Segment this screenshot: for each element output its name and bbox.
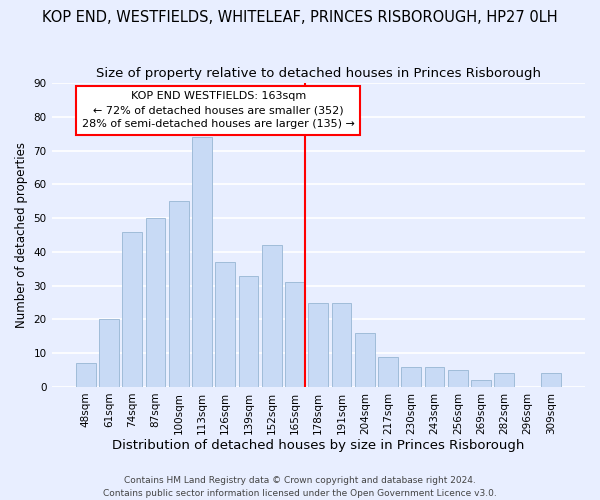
Bar xyxy=(471,380,491,387)
Bar xyxy=(99,320,119,387)
Text: KOP END WESTFIELDS: 163sqm
← 72% of detached houses are smaller (352)
28% of sem: KOP END WESTFIELDS: 163sqm ← 72% of deta… xyxy=(82,92,355,130)
Bar xyxy=(169,201,188,387)
Bar xyxy=(285,282,305,387)
X-axis label: Distribution of detached houses by size in Princes Risborough: Distribution of detached houses by size … xyxy=(112,440,524,452)
Bar xyxy=(76,364,95,387)
Bar xyxy=(192,137,212,387)
Bar xyxy=(215,262,235,387)
Bar xyxy=(378,356,398,387)
Bar xyxy=(541,374,561,387)
Bar xyxy=(308,302,328,387)
Bar xyxy=(448,370,468,387)
Y-axis label: Number of detached properties: Number of detached properties xyxy=(15,142,28,328)
Bar xyxy=(401,366,421,387)
Bar xyxy=(332,302,352,387)
Bar xyxy=(122,232,142,387)
Bar xyxy=(146,218,166,387)
Text: Contains HM Land Registry data © Crown copyright and database right 2024.
Contai: Contains HM Land Registry data © Crown c… xyxy=(103,476,497,498)
Bar xyxy=(239,276,259,387)
Bar xyxy=(262,245,281,387)
Bar xyxy=(425,366,445,387)
Bar xyxy=(494,374,514,387)
Text: KOP END, WESTFIELDS, WHITELEAF, PRINCES RISBOROUGH, HP27 0LH: KOP END, WESTFIELDS, WHITELEAF, PRINCES … xyxy=(42,10,558,25)
Bar xyxy=(355,333,374,387)
Title: Size of property relative to detached houses in Princes Risborough: Size of property relative to detached ho… xyxy=(96,68,541,80)
